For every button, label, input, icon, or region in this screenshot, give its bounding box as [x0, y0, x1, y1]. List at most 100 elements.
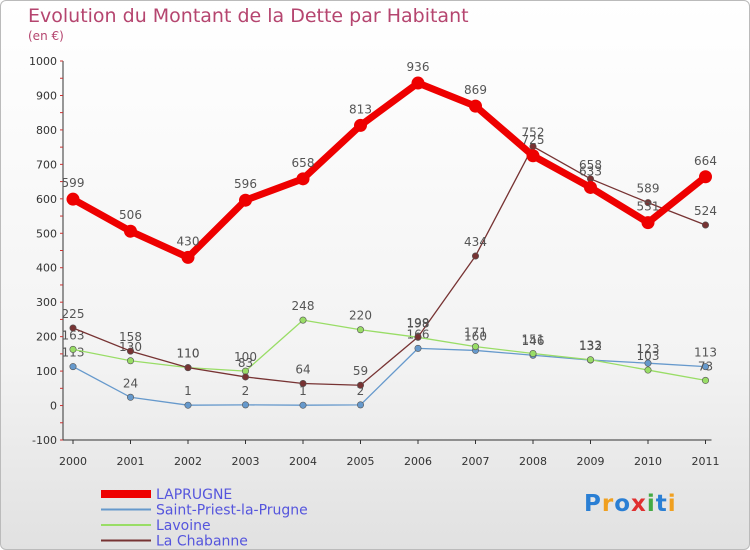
legend-label: Lavoine — [156, 518, 211, 534]
data-point — [242, 373, 250, 381]
data-label: 2 — [357, 384, 365, 398]
y-tick-label: 600 — [36, 193, 57, 206]
series-saint-priest-la-prugne: 113241212166160146132123113 — [62, 327, 717, 409]
data-point — [354, 118, 367, 132]
data-label: 225 — [62, 307, 85, 321]
data-point — [356, 381, 364, 389]
data-point — [414, 344, 422, 352]
chart-title: Evolution du Montant de la Dette par Hab… — [28, 5, 469, 27]
data-point — [584, 180, 597, 194]
data-point — [296, 172, 310, 186]
data-point — [526, 149, 540, 163]
data-point — [701, 221, 709, 229]
data-label: 599 — [62, 176, 85, 190]
data-label: 123 — [637, 342, 660, 356]
data-label: 725 — [522, 133, 545, 147]
data-label: 158 — [119, 330, 142, 344]
x-tick-label: 2003 — [232, 455, 260, 468]
data-label: 1 — [184, 384, 192, 398]
data-label: 524 — [694, 204, 717, 218]
data-label: 110 — [177, 347, 200, 361]
y-tick-label: -100 — [32, 434, 57, 447]
data-label: 171 — [464, 326, 487, 340]
data-label: 113 — [694, 346, 717, 360]
y-tick-label: 400 — [36, 262, 57, 275]
data-point — [69, 345, 77, 353]
data-point — [242, 401, 250, 409]
data-point — [184, 401, 192, 409]
x-tick-label: 2007 — [462, 455, 490, 468]
legend-label: La Chabanne — [156, 534, 248, 550]
data-point — [124, 224, 137, 238]
y-tick-label: 1000 — [29, 55, 57, 68]
data-point — [127, 347, 135, 355]
data-point — [644, 366, 652, 374]
data-point — [181, 250, 195, 264]
data-label: 869 — [464, 83, 487, 97]
data-point — [127, 357, 135, 365]
x-tick-label: 2006 — [404, 455, 432, 468]
logo-letter: P — [584, 491, 602, 517]
data-label: 130 — [119, 340, 142, 354]
data-point — [299, 379, 307, 387]
data-point — [184, 364, 192, 372]
data-label: 430 — [177, 234, 200, 248]
logo-letter: i — [646, 491, 656, 517]
data-label: 589 — [637, 182, 660, 196]
data-label: 248 — [292, 299, 315, 313]
x-tick-label: 2002 — [174, 455, 202, 468]
data-point — [66, 192, 80, 206]
data-point — [69, 363, 77, 371]
logo-letter: t — [655, 491, 668, 517]
data-label: 633 — [579, 164, 602, 178]
data-label: 59 — [353, 364, 368, 378]
data-point — [586, 356, 594, 364]
data-point — [356, 401, 364, 409]
data-label: 100 — [234, 350, 257, 364]
logo-letter: x — [631, 491, 647, 517]
logo-letter: r — [601, 491, 615, 517]
data-label: 1 — [299, 384, 307, 398]
data-label: 24 — [123, 376, 138, 390]
series-laprugne: 599 506 430 596 658 813 936 869 725 633 531 664 — [62, 60, 717, 264]
data-label: 103 — [637, 349, 660, 363]
data-label: 151 — [522, 333, 545, 347]
data-label: 936 — [407, 60, 430, 74]
data-label: 199 — [407, 316, 430, 330]
y-tick-label: 900 — [36, 89, 57, 102]
data-label: 658 — [292, 156, 315, 170]
logo-letter: o — [614, 491, 632, 517]
data-point — [239, 193, 252, 207]
data-label: 133 — [579, 339, 602, 353]
x-tick-label: 2001 — [117, 455, 145, 468]
data-label: 596 — [234, 177, 257, 191]
data-point — [644, 199, 652, 207]
data-point — [529, 350, 537, 358]
y-tick-label: 100 — [36, 365, 57, 378]
data-label: 132 — [579, 339, 602, 353]
data-point — [644, 359, 652, 367]
data-label: 2 — [242, 384, 250, 398]
data-label: 146 — [522, 334, 545, 348]
x-tick-label: 2004 — [289, 455, 317, 468]
data-point — [356, 326, 364, 334]
series-line — [71, 79, 708, 261]
data-label: 110 — [177, 347, 200, 361]
data-point — [701, 363, 709, 371]
data-point — [471, 343, 479, 351]
data-point — [699, 170, 712, 184]
y-tick-label: 700 — [36, 158, 57, 171]
y-tick-label: 800 — [36, 124, 57, 137]
x-tick-label: 2000 — [59, 455, 87, 468]
data-point — [414, 333, 422, 341]
data-label: 198 — [407, 316, 430, 330]
data-point — [69, 324, 77, 332]
series-line — [72, 145, 706, 386]
data-label: 163 — [62, 328, 85, 342]
data-point — [471, 252, 479, 260]
x-tick-label: 2011 — [692, 455, 720, 468]
y-tick-label: 500 — [36, 227, 57, 240]
data-label: 64 — [295, 362, 310, 376]
